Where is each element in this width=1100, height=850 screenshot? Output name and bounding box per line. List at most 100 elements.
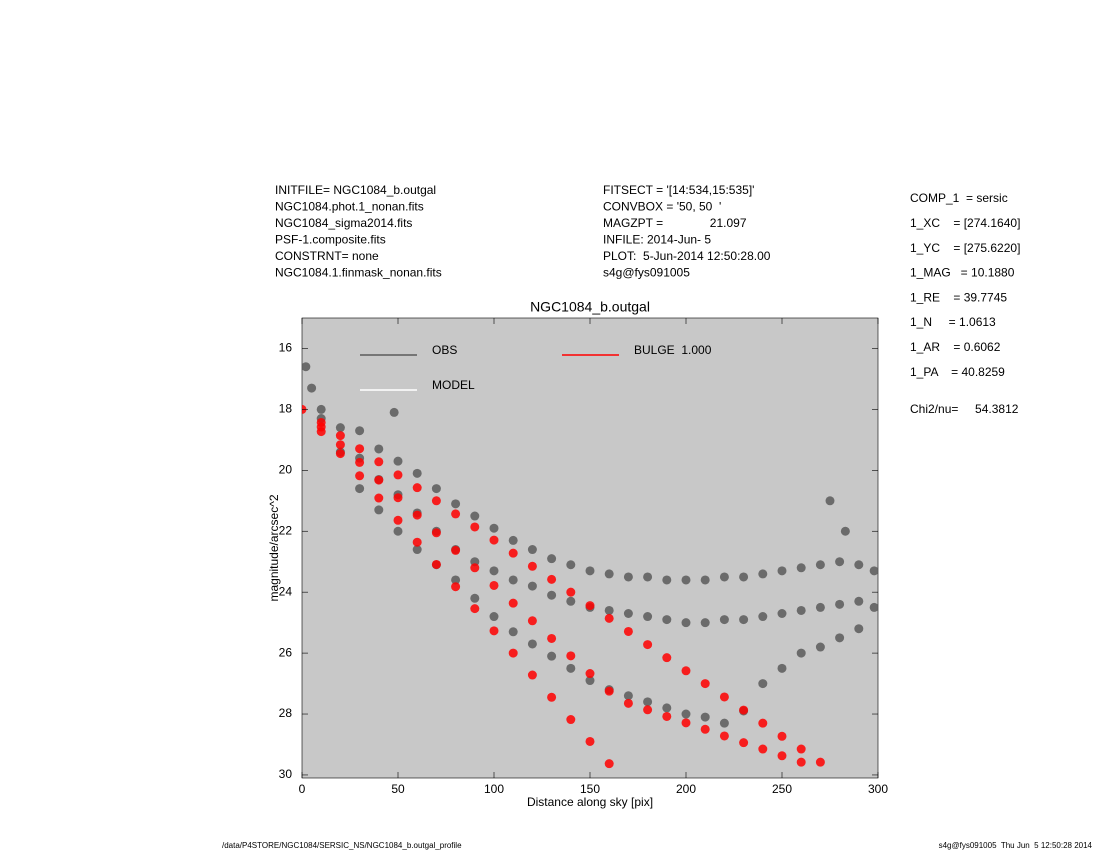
info-middle: INFILE: 2014-Jun- 5 bbox=[603, 233, 711, 247]
point bbox=[854, 624, 864, 634]
point bbox=[700, 712, 710, 722]
info-middle: PLOT: 5-Jun-2014 12:50:28.00 bbox=[603, 249, 771, 263]
parameter: 1_AR = 0.6062 bbox=[910, 340, 1001, 354]
point bbox=[777, 566, 787, 576]
point bbox=[777, 731, 787, 741]
y-tick-label: 22 bbox=[279, 523, 293, 537]
point bbox=[431, 528, 441, 538]
parameter: 1_XC = [274.1640] bbox=[910, 216, 1020, 230]
point bbox=[355, 444, 365, 454]
point bbox=[412, 483, 422, 493]
info-left: PSF-1.composite.fits bbox=[275, 233, 386, 247]
x-axis-label: Distance along sky [pix] bbox=[527, 795, 653, 809]
point bbox=[527, 670, 537, 680]
point bbox=[335, 431, 345, 441]
point bbox=[302, 362, 311, 372]
parameter: 1_MAG = 10.1880 bbox=[910, 266, 1015, 280]
point bbox=[431, 496, 441, 506]
point bbox=[825, 496, 835, 506]
point bbox=[662, 575, 672, 585]
x-tick-label: 300 bbox=[868, 782, 888, 796]
point bbox=[835, 599, 845, 609]
point bbox=[451, 545, 461, 555]
point bbox=[451, 575, 461, 585]
point bbox=[451, 509, 461, 519]
point bbox=[527, 581, 537, 591]
point bbox=[869, 602, 878, 612]
point bbox=[815, 642, 825, 652]
point bbox=[585, 601, 595, 611]
point bbox=[527, 545, 537, 555]
info-left: NGC1084.1.finmask_nonan.fits bbox=[275, 266, 442, 280]
point bbox=[470, 522, 480, 532]
point bbox=[547, 554, 557, 564]
point bbox=[355, 426, 365, 436]
parameter: 1_PA = 40.8259 bbox=[910, 365, 1005, 379]
point bbox=[681, 666, 691, 676]
point bbox=[355, 471, 365, 481]
point bbox=[335, 423, 345, 433]
point bbox=[489, 626, 499, 636]
point bbox=[643, 697, 653, 707]
plot-area bbox=[301, 317, 879, 779]
point bbox=[796, 744, 806, 754]
point bbox=[796, 605, 806, 615]
point bbox=[662, 711, 672, 721]
point bbox=[869, 566, 878, 576]
point bbox=[835, 633, 845, 643]
point bbox=[508, 548, 518, 558]
point bbox=[451, 499, 461, 509]
point bbox=[470, 593, 480, 603]
point bbox=[700, 724, 710, 734]
point bbox=[681, 718, 691, 728]
point bbox=[623, 608, 633, 618]
chart-title: NGC1084_b.outgal bbox=[530, 299, 650, 315]
point bbox=[393, 493, 403, 503]
point bbox=[623, 691, 633, 701]
point bbox=[566, 596, 576, 606]
x-tick-label: 250 bbox=[772, 782, 792, 796]
y-tick-label: 20 bbox=[279, 462, 293, 476]
point bbox=[393, 526, 403, 536]
x-tick-label: 0 bbox=[299, 782, 306, 796]
footer-left: /data/P4STORE/NGC1084/SERSIC_NS/NGC1084_… bbox=[222, 841, 462, 850]
point bbox=[854, 596, 864, 606]
point bbox=[585, 676, 595, 686]
point bbox=[681, 575, 691, 585]
point bbox=[796, 563, 806, 573]
point bbox=[489, 580, 499, 590]
y-tick-label: 24 bbox=[279, 584, 293, 598]
point bbox=[777, 751, 787, 761]
point bbox=[489, 523, 499, 533]
point bbox=[431, 484, 441, 494]
point bbox=[643, 612, 653, 622]
point bbox=[796, 648, 806, 658]
point bbox=[758, 679, 768, 689]
info-middle: FITSECT = '[14:534,15:535]' bbox=[603, 183, 754, 197]
info-middle: MAGZPT = 21.097 bbox=[603, 216, 747, 230]
legend-label: MODEL bbox=[432, 378, 475, 392]
chi2: Chi2/nu= 54.3812 bbox=[910, 402, 1019, 416]
x-tick-label: 200 bbox=[676, 782, 696, 796]
y-tick-label: 26 bbox=[279, 645, 293, 659]
point bbox=[604, 605, 614, 615]
point bbox=[355, 484, 365, 494]
point bbox=[700, 618, 710, 628]
info-left: INITFILE= NGC1084_b.outgal bbox=[275, 183, 436, 197]
point bbox=[662, 653, 672, 663]
point bbox=[307, 383, 317, 393]
y-tick-label: 30 bbox=[279, 767, 293, 781]
point bbox=[566, 715, 576, 725]
point bbox=[815, 757, 825, 767]
info-left: CONSTRNT= none bbox=[275, 249, 379, 263]
point bbox=[547, 692, 557, 702]
point bbox=[681, 618, 691, 628]
point bbox=[643, 705, 653, 715]
x-tick-label: 150 bbox=[580, 782, 600, 796]
point bbox=[739, 738, 749, 748]
point bbox=[604, 759, 614, 769]
point bbox=[547, 574, 557, 584]
point bbox=[719, 615, 729, 625]
footer-right: s4g@fys091005 Thu Jun 5 12:50:28 2014 bbox=[939, 841, 1093, 850]
